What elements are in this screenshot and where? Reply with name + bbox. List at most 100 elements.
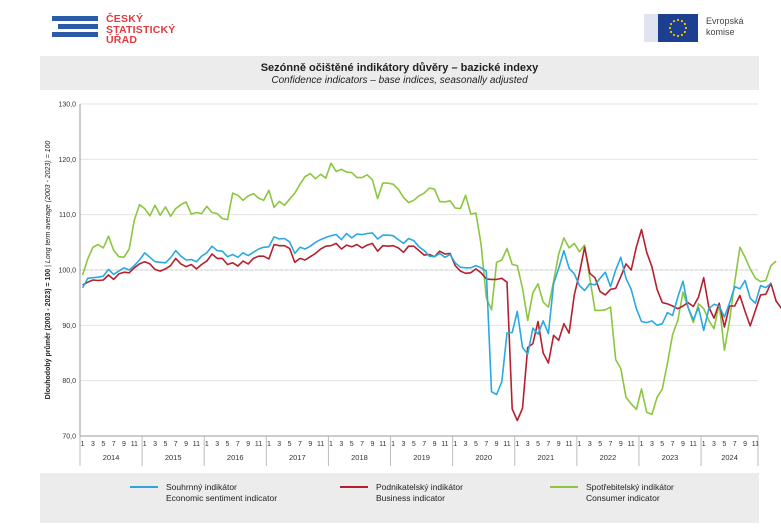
x-month-tick-label: 11 <box>628 441 635 448</box>
x-month-tick-label: 5 <box>474 441 478 448</box>
x-month-tick-label: 7 <box>422 441 426 448</box>
czso-logo-icon <box>52 16 98 42</box>
x-month-tick-label: 7 <box>671 441 675 448</box>
x-month-tick-label: 1 <box>453 441 457 448</box>
x-month-tick-label: 7 <box>298 441 302 448</box>
legend-swatch <box>550 486 578 488</box>
x-month-tick-label: 11 <box>317 441 324 448</box>
y-tick-label: 70,0 <box>62 434 76 441</box>
x-month-tick-label: 5 <box>412 441 416 448</box>
x-month-tick-label: 1 <box>640 441 644 448</box>
x-month-tick-label: 11 <box>503 441 510 448</box>
x-month-tick-label: 11 <box>193 441 200 448</box>
x-month-tick-label: 5 <box>288 441 292 448</box>
eu-logo-line1: Evropská <box>706 16 744 26</box>
x-month-tick-label: 5 <box>722 441 726 448</box>
x-month-tick-label: 7 <box>236 441 240 448</box>
x-month-tick-label: 11 <box>752 441 759 448</box>
czso-logo-line3: ÚŘAD <box>106 34 138 46</box>
x-year-label: 2016 <box>227 453 244 462</box>
x-month-tick-label: 7 <box>112 441 116 448</box>
legend-label-en: Business indicator <box>376 493 445 503</box>
x-month-tick-label: 1 <box>391 441 395 448</box>
x-month-tick-label: 1 <box>143 441 147 448</box>
legend-label-cz: Spotřebitelský indikátor <box>586 482 674 492</box>
x-month-tick-label: 5 <box>660 441 664 448</box>
legend-swatch <box>130 486 158 488</box>
x-month-tick-label: 9 <box>308 441 312 448</box>
czso-logo-line2: STATISTICKÝ <box>106 23 176 36</box>
czso-logo-line1: ČESKÝ <box>106 13 144 25</box>
chart-subtitle: Confidence indicators – base indices, se… <box>271 75 528 86</box>
x-month-tick-label: 9 <box>681 441 685 448</box>
x-year-label: 2021 <box>537 453 554 462</box>
legend-label-cz: Souhrnný indikátor <box>166 482 237 492</box>
x-month-tick-label: 9 <box>619 441 623 448</box>
eu-logo-line2: komise <box>706 27 735 37</box>
y-tick-label: 120,0 <box>58 157 76 164</box>
x-month-tick-label: 5 <box>350 441 354 448</box>
x-month-tick-label: 3 <box>402 441 406 448</box>
x-month-tick-label: 3 <box>215 441 219 448</box>
x-month-tick-label: 1 <box>81 441 85 448</box>
eu-flag-icon <box>658 14 698 42</box>
x-month-tick-label: 3 <box>464 441 468 448</box>
x-month-tick-label: 9 <box>433 441 437 448</box>
x-month-tick-label: 5 <box>226 441 230 448</box>
x-year-label: 2018 <box>351 453 368 462</box>
y-axis-label: Dlouhodobý průměr (2003 - 2023) = 100 | … <box>44 141 52 400</box>
x-month-tick-label: 5 <box>536 441 540 448</box>
x-month-tick-label: 11 <box>441 441 448 448</box>
x-month-tick-label: 1 <box>267 441 271 448</box>
x-month-tick-label: 3 <box>588 441 592 448</box>
x-month-tick-label: 9 <box>743 441 747 448</box>
chart-title: Sezónně očištěné indikátory důvěry – baz… <box>260 62 539 74</box>
x-month-tick-label: 1 <box>577 441 581 448</box>
x-month-tick-label: 11 <box>690 441 697 448</box>
x-month-tick-label: 9 <box>557 441 561 448</box>
legend-swatch <box>340 486 368 488</box>
x-month-tick-label: 7 <box>484 441 488 448</box>
x-month-tick-label: 3 <box>339 441 343 448</box>
y-tick-label: 130,0 <box>58 102 76 109</box>
x-month-tick-label: 3 <box>650 441 654 448</box>
series-line <box>81 162 777 416</box>
x-month-tick-label: 5 <box>598 441 602 448</box>
x-month-tick-label: 11 <box>131 441 138 448</box>
x-month-tick-label: 5 <box>163 441 167 448</box>
y-tick-label: 110,0 <box>59 212 76 219</box>
x-month-tick-label: 3 <box>526 441 530 448</box>
x-month-tick-label: 3 <box>153 441 157 448</box>
x-month-tick-label: 1 <box>702 441 706 448</box>
y-tick-label: 90,0 <box>62 323 76 330</box>
legend-label-en: Economic sentiment indicator <box>166 493 278 503</box>
title-band: Sezónně očištěné indikátory důvěry – baz… <box>40 56 759 90</box>
x-month-tick-label: 3 <box>91 441 95 448</box>
x-year-label: 2022 <box>600 453 617 462</box>
y-tick-label: 100,0 <box>58 268 76 275</box>
y-tick-label: 80,0 <box>62 378 76 385</box>
x-month-tick-label: 7 <box>733 441 737 448</box>
x-month-tick-label: 9 <box>495 441 499 448</box>
x-month-tick-label: 3 <box>277 441 281 448</box>
x-month-tick-label: 7 <box>174 441 178 448</box>
series-line <box>82 228 781 422</box>
legend-label-cz: Podnikatelský indikátor <box>376 482 463 492</box>
x-month-tick-label: 7 <box>360 441 364 448</box>
series-line <box>81 232 772 396</box>
x-month-tick-label: 1 <box>205 441 209 448</box>
x-year-label: 2017 <box>289 453 306 462</box>
x-year-label: 2014 <box>103 453 120 462</box>
czso-logo: ČESKÝ STATISTICKÝ ÚŘAD <box>52 14 192 48</box>
x-month-tick-label: 7 <box>609 441 613 448</box>
legend-label-en: Consumer indicator <box>586 493 660 503</box>
x-month-tick-label: 9 <box>122 441 126 448</box>
x-month-tick-label: 11 <box>255 441 262 448</box>
eu-logo: Evropská komise <box>644 12 754 46</box>
x-month-tick-label: 1 <box>515 441 519 448</box>
legend: Souhrnný indikátor Economic sentiment in… <box>40 473 759 523</box>
x-year-label: 2024 <box>721 453 738 462</box>
x-month-tick-label: 11 <box>379 441 386 448</box>
